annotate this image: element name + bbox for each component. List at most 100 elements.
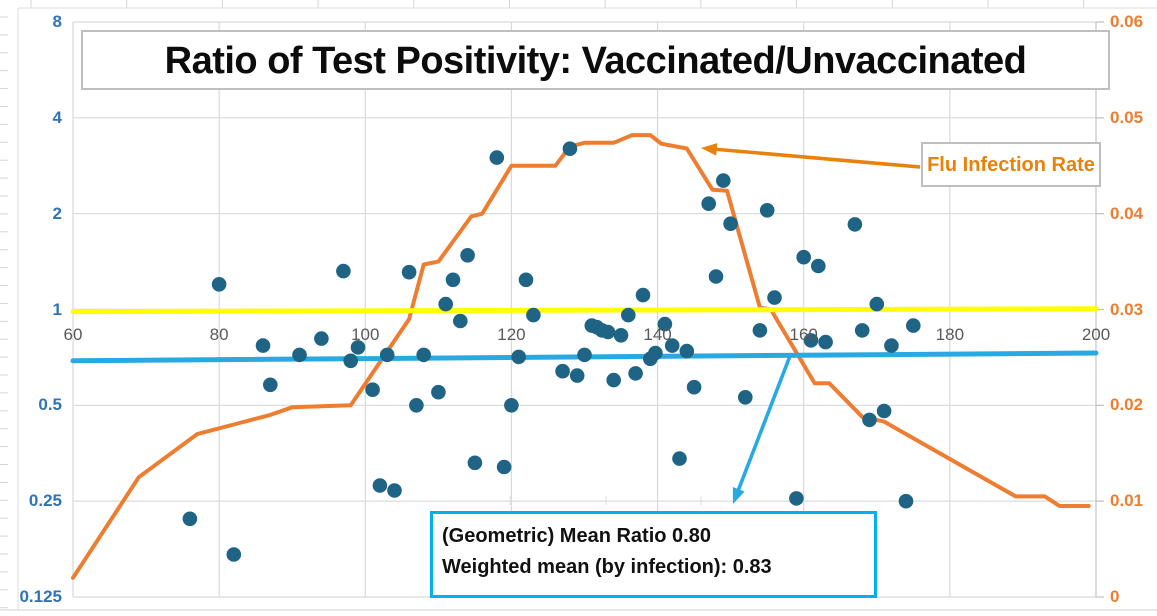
scatter-point[interactable] [789,491,804,506]
scatter-point[interactable] [445,272,461,288]
scatter-point[interactable] [876,403,892,419]
scatter-point[interactable] [708,269,724,284]
scatter-point[interactable] [847,217,863,232]
scatter-point[interactable] [453,313,468,329]
flu-infection-rate-label[interactable]: Flu Infection Rate [921,142,1101,187]
scatter-point[interactable] [182,511,198,527]
scatter-point[interactable] [635,287,651,303]
scatter-point[interactable] [723,216,738,231]
flu-infection-rate-series[interactable] [71,133,1091,580]
scatter-point[interactable] [716,173,731,188]
scatter-point[interactable] [884,338,899,353]
left-axis-label[interactable]: 2 [52,203,62,223]
scatter-point[interactable] [409,398,424,413]
flu-rate-arrow-head [701,143,718,156]
mean-ratio-arrow-head [732,487,745,504]
mean-ratio-textbox[interactable]: (Geometric) Mean Ratio 0.80 Weighted mea… [430,511,877,598]
right-axis-label[interactable]: 0.01 [1110,491,1144,511]
scatter-point[interactable] [343,353,359,369]
scatter-point[interactable] [679,343,695,359]
scatter-point[interactable] [759,203,775,218]
scatter-point[interactable] [350,340,366,355]
scatter-point[interactable] [263,377,278,393]
x-axis-label[interactable]: 140 [643,325,672,344]
scatter-point[interactable] [752,323,768,338]
x-axis-label[interactable]: 160 [789,325,818,344]
geometric-mean-line: (Geometric) Mean Ratio 0.80 [442,525,711,547]
x-axis-label[interactable]: 80 [209,325,229,344]
left-axis-label[interactable]: 1 [52,299,62,319]
x-axis-label[interactable]: 120 [497,325,526,344]
scatter-point[interactable] [906,318,921,333]
scatter-point[interactable] [555,363,570,379]
scatter-point[interactable] [854,323,870,338]
left-axis-label[interactable]: 0.5 [38,395,62,415]
right-axis-label[interactable]: 0.03 [1110,299,1144,319]
scatter-point[interactable] [738,390,753,405]
right-axis-label[interactable]: 0.02 [1110,395,1144,415]
yellow-reference-line-series[interactable] [70,306,1099,315]
scatter-point[interactable] [431,384,446,400]
scatter-point[interactable] [606,372,621,388]
scatter-point[interactable] [438,296,454,312]
scatter-point[interactable] [211,277,227,292]
scatter-point[interactable] [387,483,402,498]
scatter-point[interactable] [226,547,242,562]
left-axis-label[interactable]: 8 [52,12,62,31]
scatter-point[interactable] [526,307,541,323]
scatter-point[interactable] [672,451,687,466]
scatter-point[interactable] [292,347,307,363]
scatter-point[interactable] [621,307,636,323]
scatter-point[interactable] [657,316,673,332]
scatter-point[interactable] [648,345,663,361]
x-axis-label[interactable]: 180 [935,325,965,344]
scatter-point[interactable] [562,141,578,156]
scatter-point[interactable] [577,347,592,363]
scatter-point[interactable] [600,324,616,340]
right-axis-label[interactable]: 0.06 [1110,12,1144,31]
chart-title[interactable]: Ratio of Test Positivity: Vaccinated/Unv… [81,30,1110,90]
scatter-point[interactable] [365,382,380,398]
scatter-point[interactable] [496,459,512,475]
scatter-point[interactable] [467,455,483,471]
scatter-point[interactable] [518,272,534,288]
scatter-point[interactable] [569,368,585,383]
scatter-point[interactable] [796,249,811,265]
scatter-point[interactable] [416,347,432,363]
scatter-point[interactable] [401,264,417,280]
mean-ratio-arrow-line [733,355,792,500]
left-axis-label[interactable]: 0.125 [19,586,62,606]
scatter-point[interactable] [255,338,271,353]
scatter-point[interactable] [898,493,914,509]
scatter-point[interactable] [489,150,505,165]
scatter-point[interactable] [460,248,475,263]
scatter-point[interactable] [686,379,702,395]
scatter-point[interactable] [379,347,395,363]
right-axis-label[interactable]: 0 [1110,587,1120,606]
scatter-point[interactable] [701,196,716,211]
scatter-point[interactable] [628,366,643,381]
left-axis-label[interactable]: 4 [52,107,62,127]
scatter-point[interactable] [511,349,526,365]
scatter-point[interactable] [372,478,388,493]
right-axis-label[interactable]: 0.05 [1110,107,1144,127]
scatter-point[interactable] [336,263,351,279]
x-axis-label[interactable]: 60 [63,325,83,344]
scatter-point[interactable] [811,258,826,274]
scatter-point[interactable] [767,290,782,305]
scatter-point[interactable] [504,398,519,413]
left-axis-label[interactable]: 0.25 [28,491,62,511]
flu-rate-arrow-line [706,146,921,169]
scatter-point[interactable] [869,296,885,312]
scatter-point[interactable] [664,338,680,353]
right-axis-label[interactable]: 0.04 [1110,203,1144,223]
scatter-point[interactable] [862,412,877,428]
scatter-point[interactable] [613,328,629,343]
scatter-point[interactable] [314,331,329,346]
x-axis-label[interactable]: 200 [1081,325,1111,344]
scatter-point[interactable] [818,334,833,350]
scatter-point[interactable] [803,333,819,348]
x-axis-label[interactable]: 100 [351,325,380,344]
